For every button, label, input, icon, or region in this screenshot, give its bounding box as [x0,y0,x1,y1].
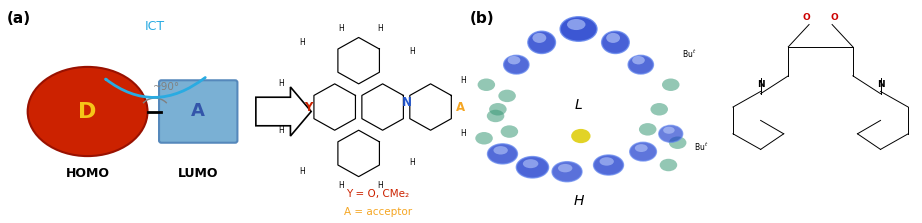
Ellipse shape [560,17,597,41]
Text: H: H [278,79,284,88]
Ellipse shape [476,132,492,145]
Ellipse shape [488,144,517,164]
Ellipse shape [487,110,504,122]
Ellipse shape [527,31,555,54]
Ellipse shape [630,142,656,161]
Ellipse shape [533,33,546,43]
Text: N: N [877,80,884,89]
Ellipse shape [658,125,682,142]
Text: (b): (b) [470,11,495,26]
Text: Y: Y [303,101,313,114]
Text: N: N [757,80,764,89]
Text: A: A [455,101,465,114]
Text: N: N [402,96,411,109]
Text: H: H [338,25,344,33]
Text: H: H [377,181,384,190]
Text: O: O [831,13,838,22]
Ellipse shape [607,33,620,43]
Text: D: D [78,101,97,122]
Text: H: H [377,25,384,33]
Text: H: H [278,126,284,135]
Ellipse shape [599,157,614,166]
Text: H: H [409,158,416,167]
Text: Bu$^t$: Bu$^t$ [682,47,696,60]
Text: O: O [803,13,810,22]
Ellipse shape [567,19,585,30]
FancyBboxPatch shape [160,80,238,143]
Ellipse shape [639,123,656,136]
Ellipse shape [501,125,518,138]
Ellipse shape [478,78,495,91]
Ellipse shape [663,127,675,134]
Polygon shape [256,87,312,136]
Ellipse shape [493,146,508,155]
Ellipse shape [28,67,148,156]
Ellipse shape [489,103,507,116]
Ellipse shape [628,55,654,74]
Ellipse shape [632,56,644,64]
FancyArrowPatch shape [106,78,206,97]
Ellipse shape [523,159,538,168]
Ellipse shape [498,90,516,102]
Text: L: L [574,98,583,112]
Text: HOMO: HOMO [65,167,110,180]
Ellipse shape [650,103,668,116]
Text: ICT: ICT [145,20,164,33]
Ellipse shape [635,144,647,152]
Text: H: H [299,167,305,176]
Text: H: H [460,76,467,85]
Ellipse shape [659,159,677,171]
Text: H: H [460,129,467,138]
Text: ~90°: ~90° [153,82,181,92]
Text: H: H [299,38,305,47]
Text: A = acceptor: A = acceptor [344,207,412,217]
Ellipse shape [508,56,520,64]
Text: Bu$^t$: Bu$^t$ [693,141,708,153]
Text: (a): (a) [7,11,31,26]
Ellipse shape [662,78,680,91]
Ellipse shape [552,162,582,182]
Ellipse shape [594,155,623,175]
Ellipse shape [516,157,549,178]
Text: Y = O, CMe₂: Y = O, CMe₂ [347,189,409,199]
Text: LUMO: LUMO [178,167,219,180]
Text: H: H [409,47,416,56]
Text: H: H [573,194,584,208]
Text: H: H [338,181,344,190]
Ellipse shape [571,129,591,143]
Ellipse shape [601,31,629,54]
Ellipse shape [558,164,573,172]
Ellipse shape [503,55,529,74]
Ellipse shape [668,136,686,149]
Text: A: A [191,103,206,120]
